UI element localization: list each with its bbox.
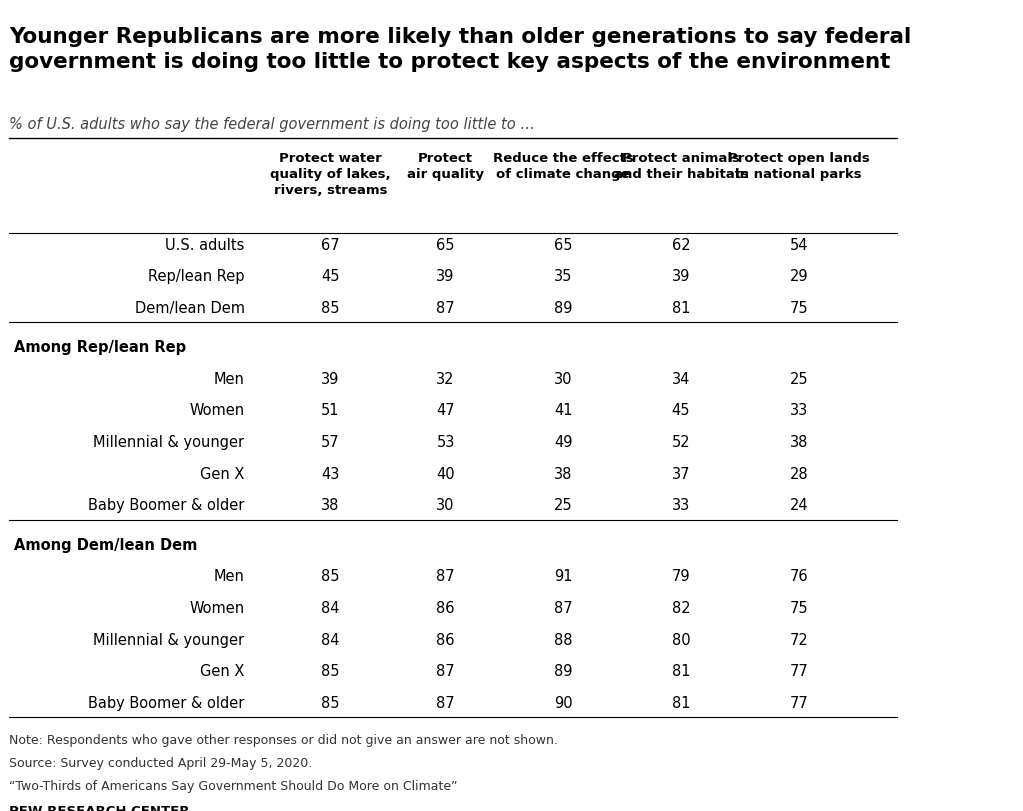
Text: % of U.S. adults who say the federal government is doing too little to …: % of U.S. adults who say the federal gov… [9,117,535,132]
Text: 87: 87 [436,663,455,679]
Text: 88: 88 [554,632,573,647]
Text: Millennial & younger: Millennial & younger [93,435,244,449]
Text: 80: 80 [672,632,691,647]
Text: Source: Survey conducted April 29-May 5, 2020.: Source: Survey conducted April 29-May 5,… [9,756,312,769]
Text: 45: 45 [672,403,691,418]
Text: 72: 72 [790,632,808,647]
Text: 47: 47 [436,403,455,418]
Text: 89: 89 [554,301,573,315]
Text: 49: 49 [554,435,573,449]
Text: 34: 34 [672,371,691,386]
Text: U.S. adults: U.S. adults [165,238,244,252]
Text: 75: 75 [790,301,808,315]
Text: 57: 57 [321,435,340,449]
Text: 77: 77 [790,695,808,710]
Text: 38: 38 [554,466,573,481]
Text: Reduce the effects
of climate change: Reduce the effects of climate change [493,152,633,181]
Text: 86: 86 [437,600,455,616]
Text: PEW RESEARCH CENTER: PEW RESEARCH CENTER [9,805,189,811]
Text: 25: 25 [790,371,808,386]
Text: 51: 51 [321,403,340,418]
Text: 54: 54 [790,238,808,252]
Text: Gen X: Gen X [201,663,244,679]
Text: 38: 38 [790,435,808,449]
Text: Among Rep/lean Rep: Among Rep/lean Rep [13,340,186,354]
Text: 65: 65 [554,238,573,252]
Text: Gen X: Gen X [201,466,244,481]
Text: Baby Boomer & older: Baby Boomer & older [88,498,244,513]
Text: 53: 53 [437,435,455,449]
Text: 85: 85 [321,695,340,710]
Text: Men: Men [214,371,244,386]
Text: 45: 45 [321,269,340,284]
Text: 37: 37 [672,466,691,481]
Text: 84: 84 [321,600,340,616]
Text: 32: 32 [437,371,455,386]
Text: 85: 85 [321,663,340,679]
Text: 77: 77 [790,663,808,679]
Text: 30: 30 [437,498,455,513]
Text: 43: 43 [321,466,340,481]
Text: 87: 87 [436,301,455,315]
Text: 39: 39 [321,371,340,386]
Text: 85: 85 [321,569,340,584]
Text: Women: Women [189,600,244,616]
Text: Protect open lands
in national parks: Protect open lands in national parks [728,152,870,181]
Text: 25: 25 [554,498,573,513]
Text: “Two-Thirds of Americans Say Government Should Do More on Climate”: “Two-Thirds of Americans Say Government … [9,779,457,792]
Text: 38: 38 [321,498,340,513]
Text: 28: 28 [790,466,808,481]
Text: 86: 86 [437,632,455,647]
Text: Protect
air quality: Protect air quality [407,152,484,181]
Text: 40: 40 [436,466,455,481]
Text: Note: Respondents who gave other responses or did not give an answer are not sho: Note: Respondents who gave other respons… [9,733,558,746]
Text: 82: 82 [672,600,691,616]
Text: Women: Women [189,403,244,418]
Text: 33: 33 [672,498,691,513]
Text: Rep/lean Rep: Rep/lean Rep [148,269,244,284]
Text: 87: 87 [436,569,455,584]
Text: 84: 84 [321,632,340,647]
Text: 24: 24 [790,498,808,513]
Text: Baby Boomer & older: Baby Boomer & older [88,695,244,710]
Text: 29: 29 [790,269,808,284]
Text: 81: 81 [672,301,691,315]
Text: Younger Republicans are more likely than older generations to say federal
govern: Younger Republicans are more likely than… [9,27,911,71]
Text: 33: 33 [790,403,808,418]
Text: 75: 75 [790,600,808,616]
Text: 35: 35 [554,269,573,284]
Text: 90: 90 [554,695,573,710]
Text: 89: 89 [554,663,573,679]
Text: 85: 85 [321,301,340,315]
Text: Protect animals
and their habitats: Protect animals and their habitats [614,152,749,181]
Text: 91: 91 [554,569,573,584]
Text: Among Dem/lean Dem: Among Dem/lean Dem [13,537,197,552]
Text: 39: 39 [672,269,691,284]
Text: 30: 30 [554,371,573,386]
Text: 81: 81 [672,695,691,710]
Text: 87: 87 [554,600,573,616]
Text: 52: 52 [672,435,691,449]
Text: 81: 81 [672,663,691,679]
Text: 62: 62 [672,238,691,252]
Text: Protect water
quality of lakes,
rivers, streams: Protect water quality of lakes, rivers, … [270,152,391,197]
Text: 79: 79 [672,569,691,584]
Text: 65: 65 [437,238,455,252]
Text: 41: 41 [554,403,573,418]
Text: 87: 87 [436,695,455,710]
Text: 39: 39 [437,269,455,284]
Text: 67: 67 [321,238,340,252]
Text: Millennial & younger: Millennial & younger [93,632,244,647]
Text: Dem/lean Dem: Dem/lean Dem [135,301,244,315]
Text: 76: 76 [790,569,808,584]
Text: Men: Men [214,569,244,584]
